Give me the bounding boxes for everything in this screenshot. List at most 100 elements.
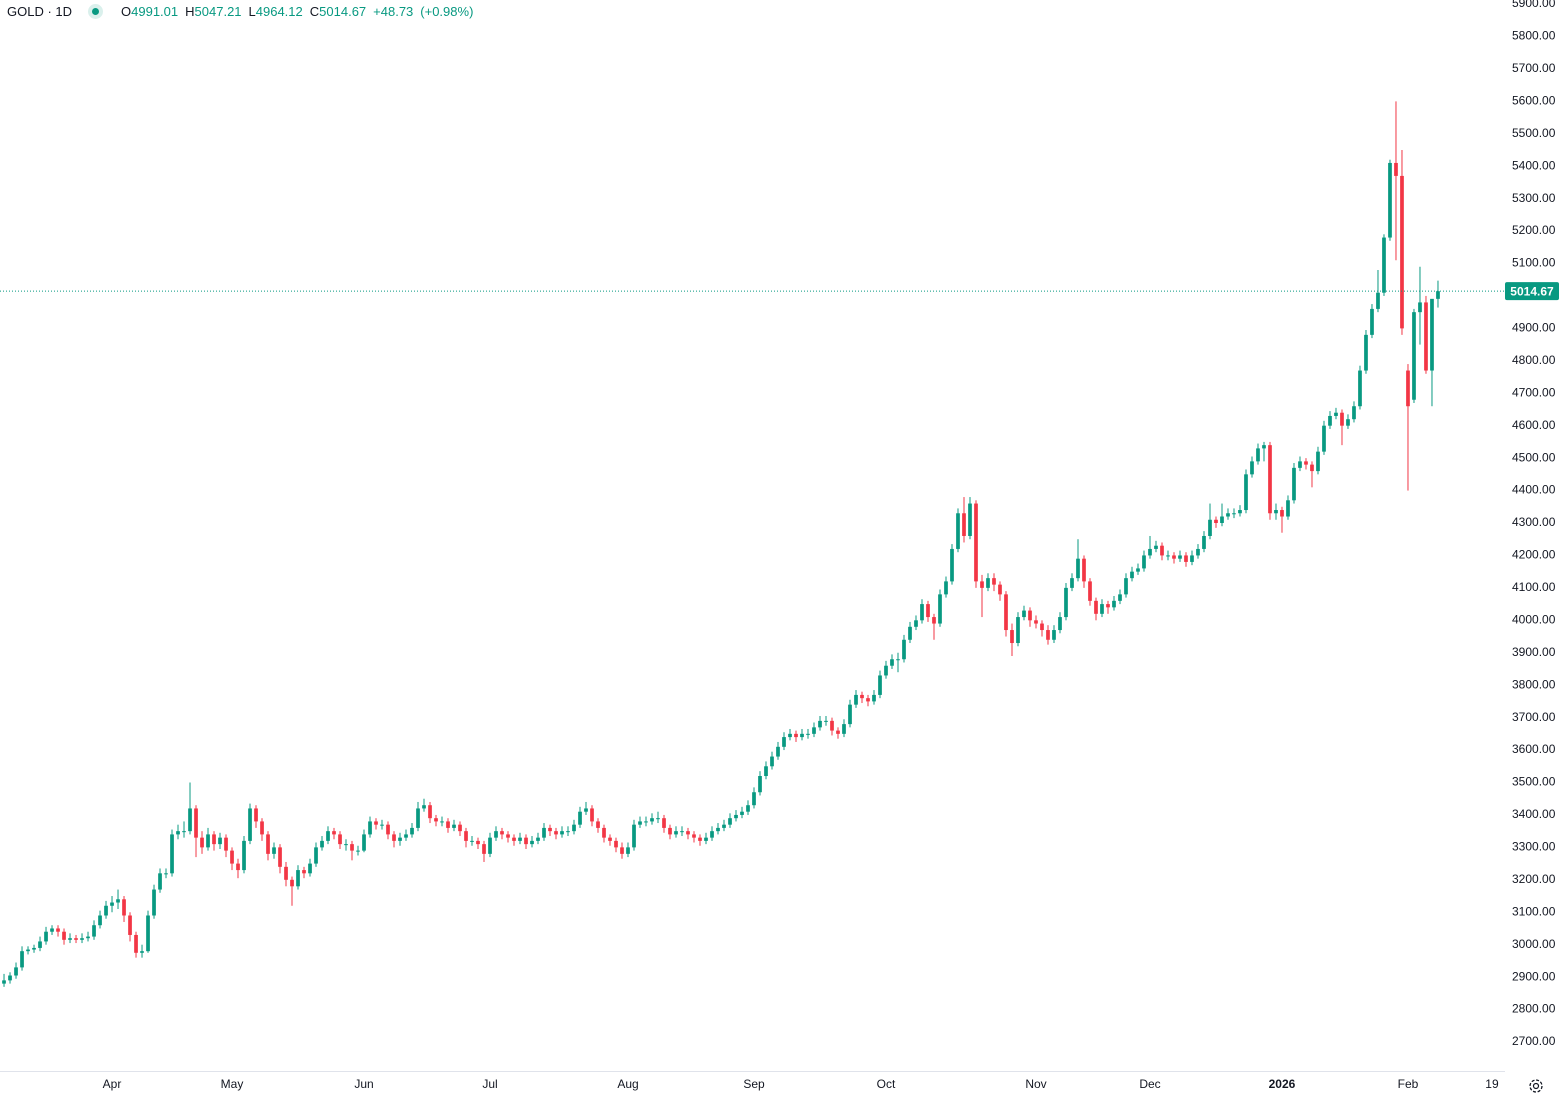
candle-body	[1148, 548, 1152, 556]
candle-body	[998, 584, 1002, 595]
candle-body	[962, 513, 966, 536]
candle-body	[674, 831, 678, 835]
candle-body	[650, 818, 654, 822]
candle-body	[908, 626, 912, 640]
candle-body	[350, 844, 354, 851]
candle-body	[1382, 237, 1386, 293]
candle-body	[950, 548, 954, 582]
candle-body	[278, 847, 282, 867]
candle-body	[1436, 291, 1440, 299]
candle-body	[44, 931, 48, 942]
candle-body	[926, 604, 930, 618]
candle-body	[746, 805, 750, 812]
candle-body	[1412, 312, 1416, 400]
y-tick-label: 4700.00	[1512, 385, 1556, 399]
candle-body	[758, 776, 762, 793]
x-tick-label: 2026	[1269, 1077, 1296, 1091]
candle-body	[380, 824, 384, 826]
candle-body	[410, 827, 414, 835]
x-tick-label: Aug	[617, 1077, 638, 1091]
candle-body	[530, 840, 534, 845]
candle-body	[164, 873, 168, 875]
candle-body	[1370, 308, 1374, 335]
candle-body	[1112, 600, 1116, 608]
candle-body	[788, 733, 792, 738]
candle-body	[596, 821, 600, 828]
settings-icon[interactable]	[1529, 1079, 1543, 1093]
candle-body	[956, 513, 960, 549]
candle-body	[512, 837, 516, 841]
candle-body	[986, 578, 990, 588]
candle-body	[1136, 568, 1140, 572]
y-tick-label: 3200.00	[1512, 872, 1556, 886]
y-tick-label: 2800.00	[1512, 1002, 1556, 1016]
candle-body	[182, 831, 186, 833]
x-tick-label: Apr	[103, 1077, 122, 1091]
candle-body	[974, 503, 978, 582]
candle-body	[14, 967, 18, 976]
candle-body	[668, 827, 672, 835]
candle-body	[1340, 412, 1344, 426]
candle-body	[2, 980, 6, 984]
candle-body	[1184, 555, 1188, 562]
candle-body	[296, 870, 300, 887]
candle-body	[740, 811, 744, 815]
x-tick-label: 19	[1485, 1077, 1499, 1091]
candle-body	[1400, 175, 1404, 329]
candle-body	[398, 837, 402, 841]
candle-body	[68, 938, 72, 940]
candle-body	[86, 936, 90, 939]
high-value: 5047.21	[194, 4, 242, 19]
x-tick-label: May	[221, 1077, 244, 1091]
candle-body	[32, 947, 36, 950]
candle-body	[1346, 419, 1350, 426]
candle-body	[368, 821, 372, 835]
candle-body	[1298, 461, 1302, 468]
candle-body	[1250, 461, 1254, 475]
candle-body	[116, 899, 120, 903]
candle-body	[428, 805, 432, 819]
candle-body	[1418, 302, 1422, 313]
symbol: GOLD · 1D	[7, 4, 73, 19]
candle-body	[1064, 587, 1068, 618]
y-tick-label: 3600.00	[1512, 742, 1556, 756]
y-tick-label: 3000.00	[1512, 937, 1556, 951]
candle-body	[1322, 425, 1326, 452]
candle-body	[62, 931, 66, 940]
candle-body	[224, 837, 228, 851]
candle-body	[644, 821, 648, 823]
candle-body	[734, 814, 738, 819]
candle-body	[1388, 162, 1392, 238]
candle-body	[56, 928, 60, 932]
candle-body	[1124, 578, 1128, 595]
y-tick-label: 5700.00	[1512, 61, 1556, 75]
candle-body	[812, 727, 816, 734]
candle-body	[362, 834, 366, 851]
candle-body	[1172, 555, 1176, 559]
candle-body	[50, 928, 54, 932]
candle-body	[38, 941, 42, 948]
candle-body	[1394, 162, 1398, 176]
candle-body	[1244, 474, 1248, 511]
candle-body	[686, 831, 690, 835]
x-tick-label: Jun	[354, 1077, 373, 1091]
candle-body	[968, 503, 972, 536]
candle-body	[314, 847, 318, 864]
candle-body	[1268, 445, 1272, 514]
candle-body	[260, 821, 264, 835]
candle-body	[1004, 594, 1008, 631]
candle-body	[1232, 513, 1236, 515]
y-tick-label: 3100.00	[1512, 904, 1556, 918]
y-tick-label: 4200.00	[1512, 548, 1556, 562]
candle-body	[1226, 513, 1230, 517]
candle-body	[794, 733, 798, 738]
last-price-label: 5014.67	[1510, 284, 1554, 298]
candle-body	[1214, 519, 1218, 523]
candle-body	[1292, 467, 1296, 501]
candle-body	[230, 850, 234, 864]
candle-body	[602, 827, 606, 838]
candle-body	[1082, 558, 1086, 582]
candle-body	[254, 808, 258, 822]
candle-body	[194, 808, 198, 838]
